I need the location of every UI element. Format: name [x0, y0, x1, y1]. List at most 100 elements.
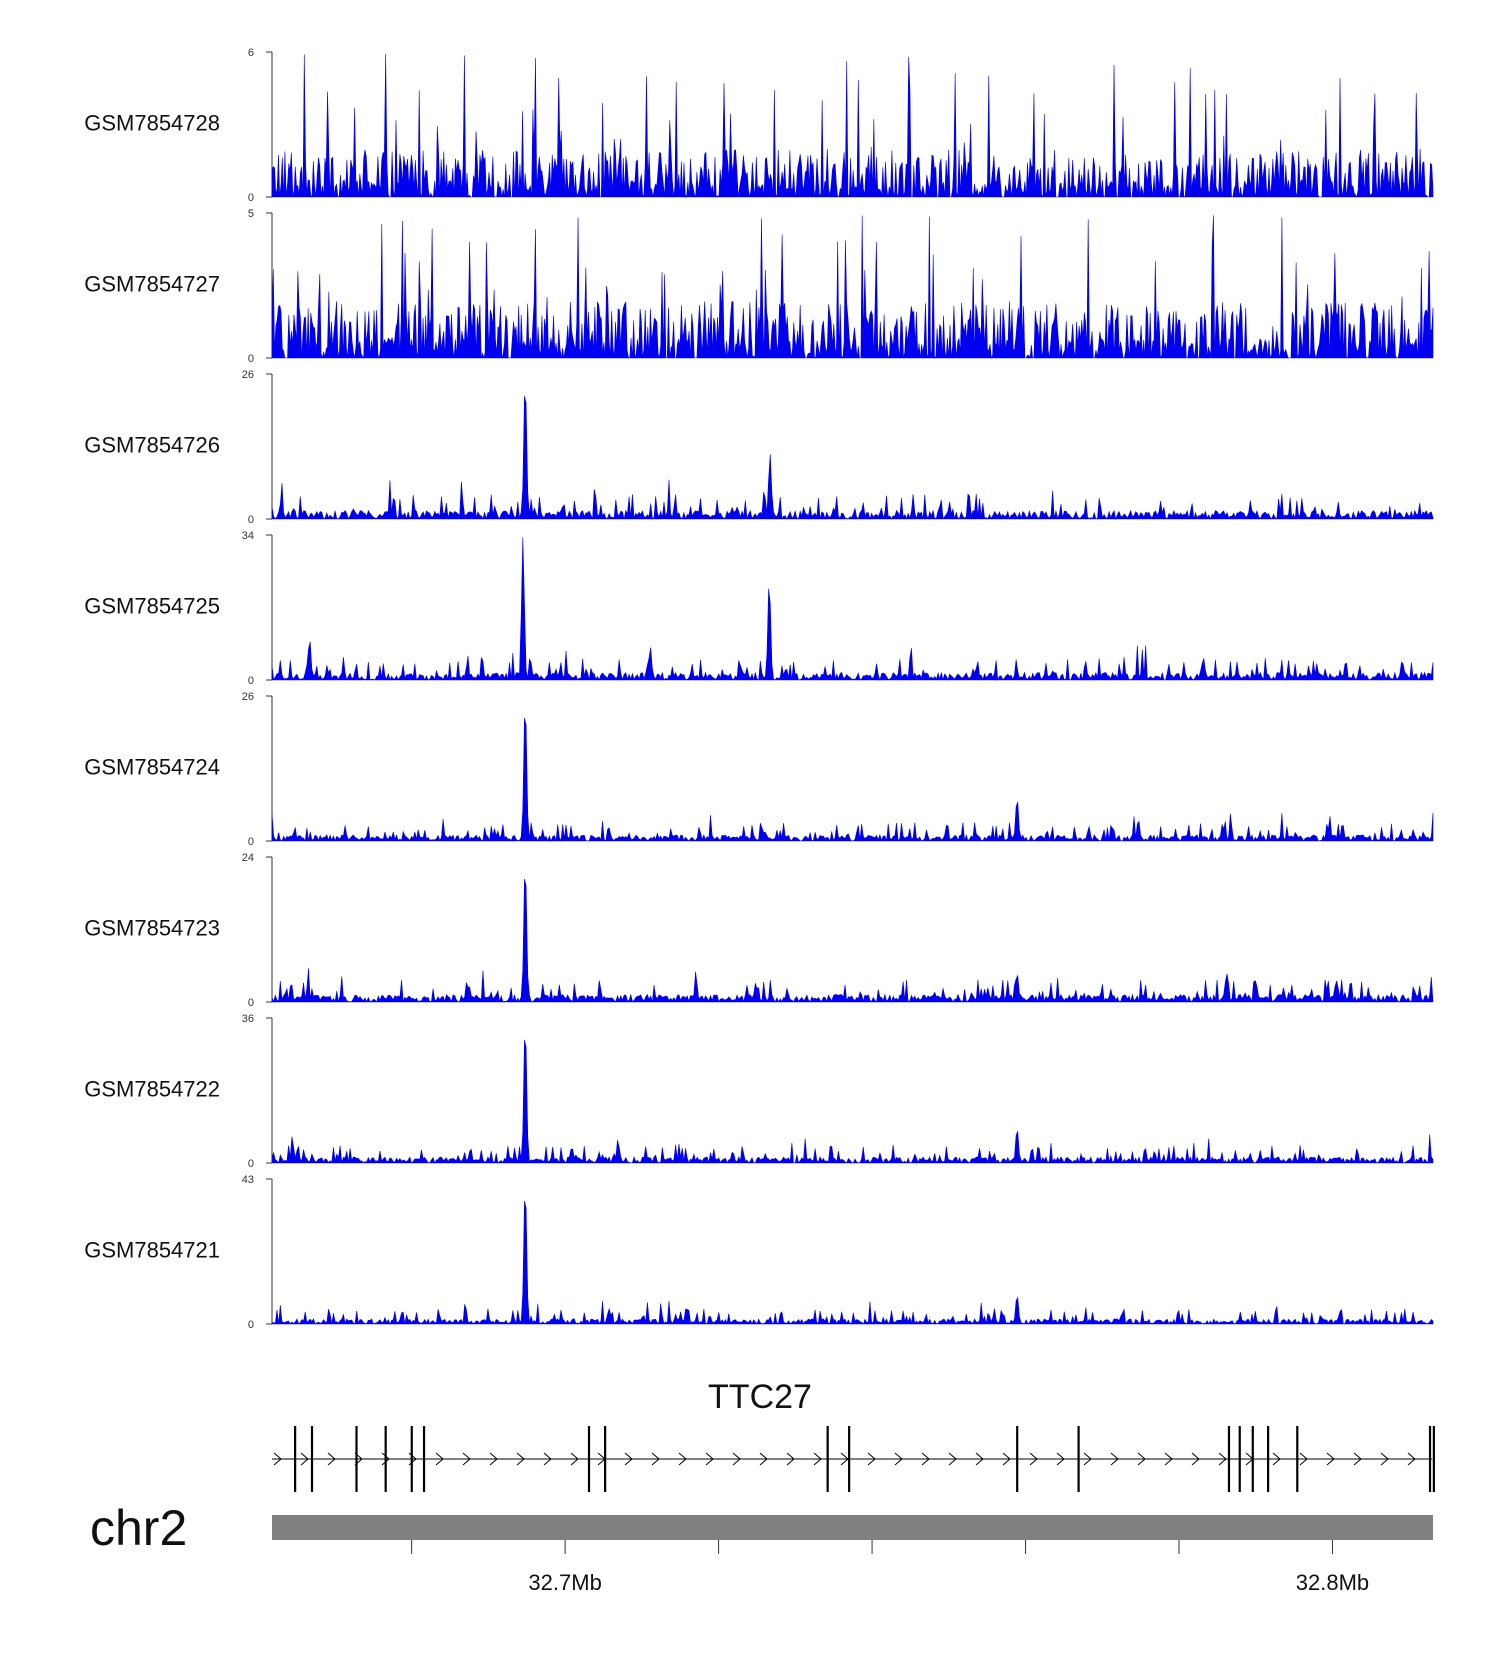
strand-arrow — [1002, 1452, 1011, 1466]
gene-track: TTC27 — [272, 1378, 1435, 1492]
exon-mark — [1016, 1426, 1019, 1492]
signal-area — [271, 537, 1434, 682]
y-tick-label-min: 0 — [248, 1158, 254, 1170]
x-tick-label: 32.7Mb — [528, 1570, 601, 1595]
strand-arrow — [381, 1452, 390, 1466]
exon-mark — [384, 1426, 387, 1492]
y-tick-label-min: 0 — [248, 675, 254, 687]
y-tick-label-min: 0 — [248, 1319, 254, 1331]
exon-mark — [1267, 1426, 1270, 1492]
strand-arrow — [300, 1452, 309, 1466]
strand-arrow — [543, 1452, 552, 1466]
strand-arrow — [651, 1452, 660, 1466]
strand-arrow — [273, 1452, 282, 1466]
strand-arrow — [435, 1452, 444, 1466]
exon-mark — [310, 1426, 314, 1492]
exon-mark — [294, 1426, 297, 1492]
track-label: GSM7854726 — [84, 433, 220, 458]
track-GSM7854727: GSM7854727 5 0 — [84, 208, 1434, 365]
exon-mark — [1077, 1426, 1080, 1492]
strand-arrow — [1137, 1452, 1146, 1466]
signal-area — [271, 878, 1434, 1004]
signal-area — [271, 1039, 1434, 1164]
strand-arrow — [624, 1452, 633, 1466]
y-tick-label-min: 0 — [248, 192, 254, 204]
strand-arrow — [921, 1452, 930, 1466]
track-GSM7854726: GSM7854726 26 0 — [84, 369, 1434, 526]
strand-arrow — [813, 1452, 822, 1466]
track-GSM7854723: GSM7854723 24 0 — [84, 852, 1434, 1009]
strand-arrow — [1164, 1452, 1173, 1466]
y-tick-label-max: 26 — [242, 369, 254, 381]
track-GSM7854725: GSM7854725 34 0 — [84, 530, 1434, 687]
exon-mark — [848, 1426, 851, 1492]
track-GSM7854721: GSM7854721 43 0 — [84, 1174, 1434, 1331]
signal-area — [271, 395, 1434, 521]
exon-mark — [1428, 1426, 1432, 1492]
strand-arrow — [1110, 1452, 1119, 1466]
y-tick-label-min: 0 — [248, 514, 254, 526]
strand-arrow — [1191, 1452, 1200, 1466]
track-GSM7854728: GSM7854728 6 0 — [84, 47, 1434, 204]
strand-arrow — [1299, 1452, 1308, 1466]
strand-arrow — [327, 1452, 336, 1466]
track-label: GSM7854723 — [84, 916, 220, 941]
strand-arrow — [1380, 1452, 1389, 1466]
x-tick-label: 32.8Mb — [1296, 1570, 1369, 1595]
strand-arrow — [948, 1452, 957, 1466]
strand-arrow — [786, 1452, 795, 1466]
track-label: GSM7854728 — [84, 111, 220, 136]
y-tick-label-max: 6 — [248, 47, 254, 59]
y-tick-label-min: 0 — [248, 836, 254, 848]
track-GSM7854722: GSM7854722 36 0 — [84, 1013, 1434, 1170]
y-tick-label-max: 36 — [242, 1013, 254, 1025]
y-tick-label-max: 34 — [242, 530, 254, 542]
strand-arrow — [1272, 1452, 1281, 1466]
exon-mark — [1227, 1426, 1231, 1492]
exon-mark — [355, 1426, 358, 1492]
exon-mark — [604, 1426, 607, 1492]
exon-mark — [826, 1426, 829, 1492]
y-tick-label-max: 24 — [242, 852, 254, 864]
strand-arrow — [840, 1452, 849, 1466]
strand-arrow — [678, 1452, 687, 1466]
strand-arrow — [867, 1452, 876, 1466]
strand-arrow — [516, 1452, 525, 1466]
gene-name: TTC27 — [708, 1378, 812, 1416]
chromosome-axis: chr2 32.7Mb 32.8Mb — [90, 1500, 1433, 1595]
strand-arrow — [1056, 1452, 1065, 1466]
track-GSM7854724: GSM7854724 26 0 — [84, 691, 1434, 848]
track-label: GSM7854721 — [84, 1238, 220, 1263]
strand-arrow — [1029, 1452, 1038, 1466]
strand-arrow — [1218, 1452, 1227, 1466]
strand-arrow — [759, 1452, 768, 1466]
signal-area — [271, 717, 1434, 842]
y-tick-label-min: 0 — [248, 997, 254, 1009]
strand-arrow — [975, 1452, 984, 1466]
track-label: GSM7854722 — [84, 1077, 220, 1102]
exon-mark — [422, 1426, 426, 1492]
track-label: GSM7854725 — [84, 594, 220, 619]
y-tick-label-min: 0 — [248, 353, 254, 365]
strand-arrow — [462, 1452, 471, 1466]
strand-arrow — [894, 1452, 903, 1466]
chromosome-bar — [272, 1515, 1433, 1540]
exon-mark — [1432, 1426, 1435, 1492]
exon-mark — [1238, 1426, 1241, 1492]
exon-mark — [1296, 1426, 1299, 1492]
signal-tracks: GSM785472860GSM785472750GSM7854726260GSM… — [84, 47, 1434, 1331]
signal-area — [271, 54, 1434, 199]
strand-arrow — [570, 1452, 579, 1466]
signal-area — [271, 215, 1434, 360]
track-label: GSM7854724 — [84, 755, 220, 780]
exon-mark — [1251, 1426, 1254, 1492]
strand-arrow — [1326, 1452, 1335, 1466]
strand-arrow — [732, 1452, 741, 1466]
y-tick-label-max: 5 — [248, 208, 254, 220]
strand-arrow — [1407, 1452, 1416, 1466]
exon-mark — [410, 1426, 413, 1492]
strand-arrow — [489, 1452, 498, 1466]
chromosome-label: chr2 — [90, 1500, 187, 1556]
y-tick-label-max: 43 — [242, 1174, 254, 1186]
